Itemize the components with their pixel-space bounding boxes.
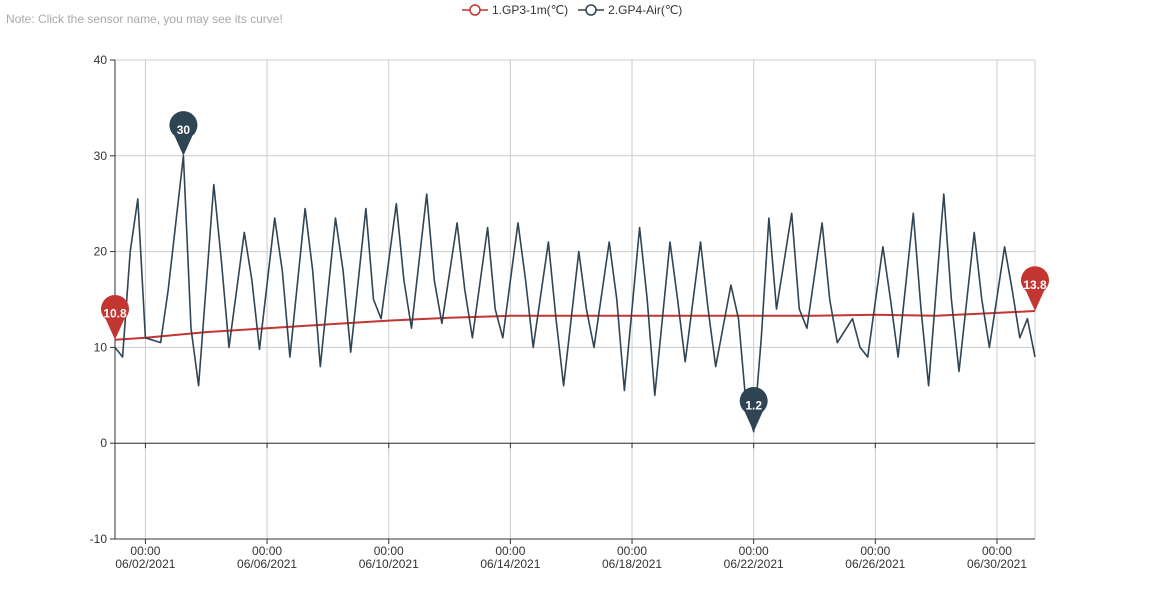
note-text: Note: Click the sensor name, you may see…	[6, 12, 283, 26]
marker-series1-min: 10.8	[101, 295, 129, 340]
x-tick-time: 00:00	[374, 544, 404, 558]
legend: 1.GP3-1m(℃) 2.GP4-Air(℃)	[462, 3, 692, 17]
legend-label-gp4: 2.GP4-Air(℃)	[608, 3, 683, 17]
x-tick-time: 00:00	[982, 544, 1012, 558]
series-line-1	[114, 310, 1036, 341]
y-tick-label: 30	[94, 149, 108, 163]
marker-series2-max: 30	[169, 111, 198, 156]
markers: 10.8 13.8 30 1.2	[101, 111, 1049, 432]
series-line-2	[114, 155, 1036, 433]
grid	[115, 59, 1036, 540]
x-tick-date: 06/30/2021	[967, 557, 1027, 571]
marker-series1-max-shape	[1021, 266, 1049, 311]
marker-series1-min-shape	[101, 295, 129, 340]
x-tick-time: 00:00	[130, 544, 160, 558]
x-tick-time: 00:00	[252, 544, 282, 558]
x-tick-date: 06/22/2021	[724, 557, 784, 571]
x-tick-date: 06/26/2021	[845, 557, 905, 571]
axes: -1001020304000:0006/02/202100:0006/06/20…	[90, 53, 1035, 571]
marker-series1-max-label: 13.8	[1023, 278, 1047, 292]
x-tick-time: 00:00	[860, 544, 890, 558]
x-tick-date: 06/10/2021	[359, 557, 419, 571]
marker-series2-max-shape	[169, 111, 198, 156]
marker-series2-min-shape	[739, 386, 768, 432]
marker-series2-min-label: 1.2	[745, 399, 762, 413]
legend-label-gp3: 1.GP3-1m(℃)	[492, 3, 569, 17]
x-tick-time: 00:00	[739, 544, 769, 558]
x-tick-time: 00:00	[617, 544, 647, 558]
y-tick-label: 40	[94, 53, 108, 67]
legend-marker-gp3-icon	[462, 4, 488, 16]
legend-item-gp4[interactable]: 2.GP4-Air(℃)	[578, 3, 682, 17]
x-tick-date: 06/02/2021	[115, 557, 175, 571]
y-tick-label: -10	[90, 532, 108, 546]
marker-series1-min-label: 10.8	[103, 307, 127, 321]
series-lines	[114, 155, 1036, 433]
legend-marker-gp4-icon	[578, 4, 605, 16]
x-tick-date: 06/18/2021	[602, 557, 662, 571]
x-tick-date: 06/14/2021	[480, 557, 540, 571]
y-tick-label: 20	[94, 245, 108, 259]
y-tick-label: 0	[100, 436, 107, 450]
marker-series2-min: 1.2	[739, 386, 768, 432]
x-tick-date: 06/06/2021	[237, 557, 297, 571]
marker-series1-max: 13.8	[1021, 266, 1049, 311]
y-tick-label: 10	[94, 340, 108, 354]
marker-series2-max-label: 30	[177, 123, 191, 137]
x-tick-time: 00:00	[495, 544, 525, 558]
legend-item-gp3[interactable]: 1.GP3-1m(℃)	[462, 3, 568, 17]
